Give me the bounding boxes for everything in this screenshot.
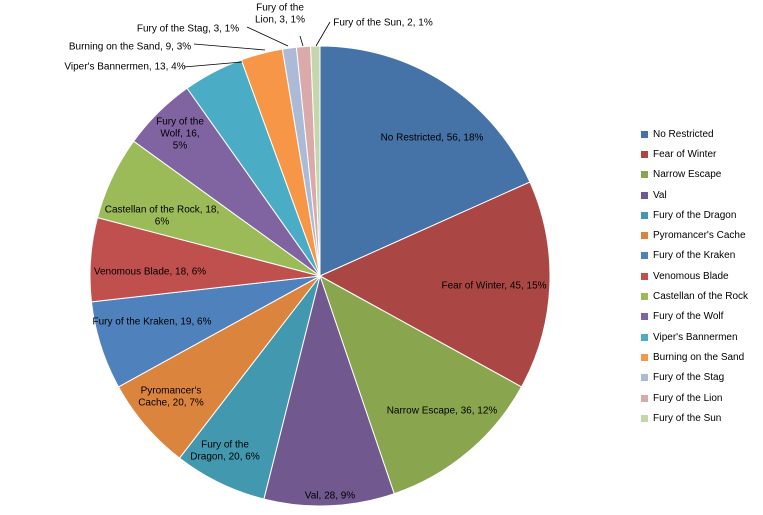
legend-item: Fury of the Lion: [641, 388, 763, 408]
legend-swatch: [641, 394, 648, 402]
legend-item: Fury of the Sun: [641, 408, 763, 428]
legend-item: Castellan of the Rock: [641, 286, 763, 306]
legend-item: Narrow Escape: [641, 165, 763, 185]
legend-label: Fury of the Kraken: [653, 250, 736, 262]
data-label: Fear of Winter, 45, 15%: [441, 281, 546, 292]
data-label: Fury of the Stag, 3, 1%: [137, 24, 239, 35]
legend-swatch: [641, 211, 648, 219]
legend-label: Fury of the Stag: [653, 372, 725, 384]
legend-label: Castellan of the Rock: [653, 291, 749, 303]
data-labels: No Restricted, 56, 18% Fear of Winter, 45…: [64, 3, 546, 502]
legend-label: Fury of the Sun: [653, 412, 722, 424]
legend-swatch: [641, 414, 648, 422]
legend-swatch: [641, 171, 648, 179]
data-label: Fury of the Sun, 2, 1%: [333, 18, 433, 29]
pie-slice-narrow-escape: [319, 274, 523, 495]
pie-slice-fear-of-winter: [318, 181, 551, 388]
data-label: No Restricted, 56, 18%: [381, 133, 484, 144]
legend-label: Pyromancer's Cache: [653, 230, 746, 242]
legend-label: Val: [653, 189, 667, 201]
pie-slices: [89, 45, 551, 507]
legend-label: Fury of the Dragon: [653, 209, 737, 221]
legend: No Restricted Fear of Winter Narrow Escape…: [641, 124, 763, 428]
legend-swatch: [641, 374, 648, 382]
leader-line: [299, 35, 304, 47]
leader-lines: [183, 21, 331, 68]
pie-slice-no-restricted: [319, 45, 531, 277]
legend-item: Viper's Bannermen: [641, 327, 763, 347]
legend-label: No Restricted: [653, 128, 714, 140]
leader-line: [193, 43, 266, 51]
data-label: Viper's Bannermen, 13, 4%: [64, 62, 185, 73]
data-label: Fury of the Dragon, 20, 6%: [190, 440, 260, 463]
leader-line: [246, 26, 289, 47]
data-label: Castellan of the Rock, 18, 6%: [105, 205, 220, 228]
legend-label: Fury of the Wolf: [653, 311, 724, 323]
data-label: Fury of the Kraken, 19, 6%: [93, 317, 212, 328]
legend-label: Venomous Blade: [653, 270, 729, 282]
pie-slice-val: [263, 274, 395, 507]
legend-label: Fear of Winter: [653, 148, 717, 160]
legend-item: No Restricted: [641, 124, 763, 144]
legend-item: Fury of the Dragon: [641, 205, 763, 225]
data-label: Pyromancer's Cache, 20, 7%: [138, 386, 204, 409]
legend-swatch: [641, 130, 648, 138]
leader-line: [183, 61, 243, 68]
legend-swatch: [641, 232, 648, 240]
legend-item: Burning on the Sand: [641, 347, 763, 367]
legend-item: Fear of Winter: [641, 144, 763, 164]
pie-slice-fury-of-the-sun: [310, 45, 321, 277]
legend-item: Fury of the Wolf: [641, 307, 763, 327]
legend-label: Burning on the Sand: [653, 351, 745, 363]
legend-item: Fury of the Kraken: [641, 246, 763, 266]
legend-item: Pyromancer's Cache: [641, 225, 763, 245]
data-label: Fury of the Lion, 3, 1%: [255, 3, 305, 26]
legend-swatch: [641, 353, 648, 361]
data-label: Val, 28, 9%: [305, 491, 356, 502]
legend-swatch: [641, 252, 648, 260]
data-label: Narrow Escape, 36, 12%: [387, 406, 498, 417]
legend-item: Val: [641, 185, 763, 205]
leader-line: [315, 21, 331, 47]
legend-swatch: [641, 313, 648, 321]
data-label: Venomous Blade, 18, 6%: [94, 267, 206, 278]
legend-swatch: [641, 293, 648, 301]
legend-swatch: [641, 191, 648, 199]
legend-swatch: [641, 333, 648, 341]
legend-label: Narrow Escape: [653, 169, 722, 181]
data-label: Fury of the Wolf, 16, 5%: [156, 117, 204, 152]
legend-swatch: [641, 150, 648, 158]
legend-label: Viper's Bannermen: [653, 331, 738, 343]
legend-item: Venomous Blade: [641, 266, 763, 286]
legend-swatch: [641, 272, 648, 280]
data-label: Burning on the Sand, 9, 3%: [69, 42, 191, 53]
legend-item: Fury of the Stag: [641, 368, 763, 388]
legend-label: Fury of the Lion: [653, 392, 723, 404]
